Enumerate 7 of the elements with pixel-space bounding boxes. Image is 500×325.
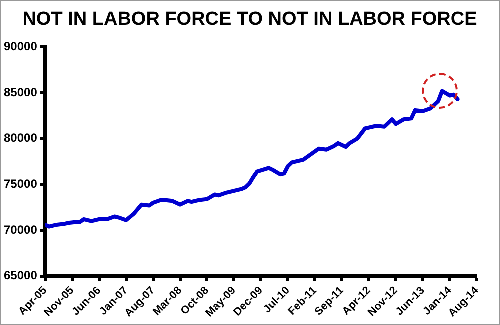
y-tick-label: 80000 (4, 131, 38, 146)
y-tick-label: 65000 (4, 268, 38, 283)
y-tick-label: 75000 (4, 176, 38, 191)
chart-title: NOT IN LABOR FORCE TO NOT IN LABOR FORCE (22, 8, 478, 32)
y-tick-label: 90000 (4, 40, 38, 54)
y-tick-label: 70000 (4, 222, 38, 237)
y-tick-label: 85000 (4, 85, 38, 100)
